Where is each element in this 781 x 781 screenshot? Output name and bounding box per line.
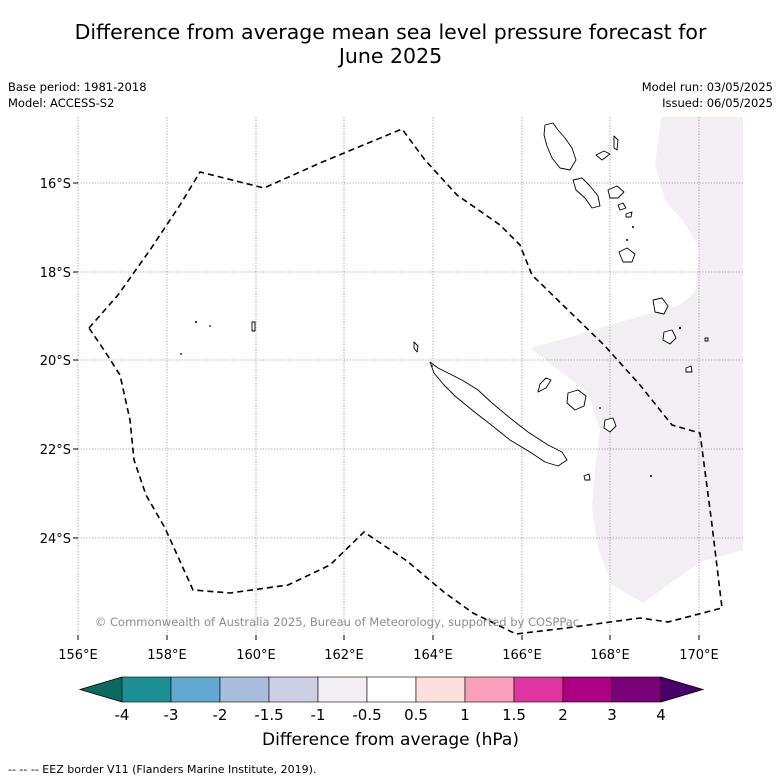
colorbar-segment (611, 676, 662, 703)
colorbar-tick-label: 2 (558, 706, 568, 724)
colorbar-ticks: -4 -3 -2 -1.5 -1 -0.5 0.5 1 1.5 2 3 4 (115, 706, 666, 724)
belep-islet (413, 341, 419, 353)
colorbar-tick-label: 3 (607, 706, 617, 724)
new-caledonia-island (429, 361, 568, 467)
erromango-island (652, 297, 669, 315)
lon-labels: 156°E 158°E 160°E 162°E 164°E 166°E 168°… (58, 648, 719, 663)
issued-date: Issued: 06/05/2025 (662, 96, 773, 110)
colorbar-segment (219, 676, 270, 703)
colorbar (78, 676, 705, 703)
isle-of-pines (583, 473, 591, 481)
lifou-island (566, 389, 587, 411)
colorbar-segment (366, 676, 417, 703)
colorbar-tick-label: -2 (213, 706, 228, 724)
colorbar-label: Difference from average (hPa) (262, 730, 519, 750)
lon-label: 166°E (502, 648, 542, 663)
ouvea-island (537, 377, 552, 393)
lon-label: 156°E (58, 648, 98, 663)
colorbar-segment (464, 676, 515, 703)
hunter-matthew-islet (704, 337, 709, 342)
maewo-island (613, 135, 619, 151)
graticule (77, 117, 743, 635)
malekula-island (572, 177, 601, 209)
lat-label: 20°S (40, 354, 71, 369)
coastlines (251, 122, 709, 481)
lon-label: 160°E (236, 648, 276, 663)
colorbar-tick-label: -1 (311, 706, 326, 724)
shepherd-islets (625, 211, 633, 218)
colorbar-tick-label: 1.5 (502, 706, 526, 724)
meta-right: Model run: 03/05/2025 Issued: 06/05/2025 (642, 79, 773, 111)
colorbar-segment (268, 676, 319, 703)
lat-label: 24°S (40, 532, 71, 547)
chesterfield-islet (251, 321, 256, 332)
eez-border (87, 128, 723, 635)
mare-island (603, 417, 617, 433)
map-title: Difference from average mean sea level p… (0, 20, 781, 68)
colorbar-tick-label: -4 (115, 706, 130, 724)
axis-ticks (73, 182, 700, 640)
colorbar-tick-label: -3 (164, 706, 179, 724)
lon-label: 168°E (590, 648, 630, 663)
lon-label: 170°E (679, 648, 719, 663)
efate-island (618, 247, 636, 263)
colorbar-tick-label: 1 (460, 706, 470, 724)
colorbar-tick-label: -0.5 (352, 706, 381, 724)
colorbar-segment (513, 676, 564, 703)
colorbar-tick-label: 4 (656, 706, 666, 724)
ambae-island (595, 150, 611, 161)
lat-labels: 16°S 18°S 20°S 22°S 24°S (40, 177, 71, 547)
meta-left: Base period: 1981-2018 Model: ACCESS-S2 (8, 79, 147, 111)
lat-label: 22°S (40, 443, 71, 458)
pentecost-ambrym-island (607, 185, 625, 199)
map-title-line2: June 2025 (338, 44, 443, 68)
epi-island (617, 202, 627, 211)
espiritu-santo-island (543, 122, 577, 171)
lon-label: 164°E (413, 648, 453, 663)
lon-label: 158°E (147, 648, 187, 663)
lat-label: 16°S (40, 177, 71, 192)
aneityum-island (685, 365, 693, 373)
colorbar-segment (170, 676, 221, 703)
model-name: Model: ACCESS-S2 (8, 96, 115, 110)
small-islets (180, 226, 682, 477)
anomaly-region (530, 117, 743, 603)
tanna-island (662, 329, 677, 345)
model-run: Model run: 03/05/2025 (641, 80, 773, 94)
colorbar-segment (121, 676, 172, 703)
eez-footnote: -- -- -- EEZ border V11 (Flanders Marine… (8, 763, 317, 776)
colorbar-segment (415, 676, 466, 703)
base-period: Base period: 1981-2018 (8, 80, 147, 94)
colorbar-tick-label: -1.5 (254, 706, 283, 724)
copyright-text: © Commonwealth of Australia 2025, Bureau… (95, 615, 579, 629)
lon-label: 162°E (324, 648, 364, 663)
colorbar-under-arrow (78, 676, 123, 703)
lat-label: 18°S (40, 266, 71, 281)
colorbar-over-arrow (660, 676, 705, 703)
map-title-line1: Difference from average mean sea level p… (74, 20, 707, 44)
colorbar-segment (562, 676, 613, 703)
colorbar-tick-label: 0.5 (404, 706, 428, 724)
colorbar-segment (317, 676, 368, 703)
